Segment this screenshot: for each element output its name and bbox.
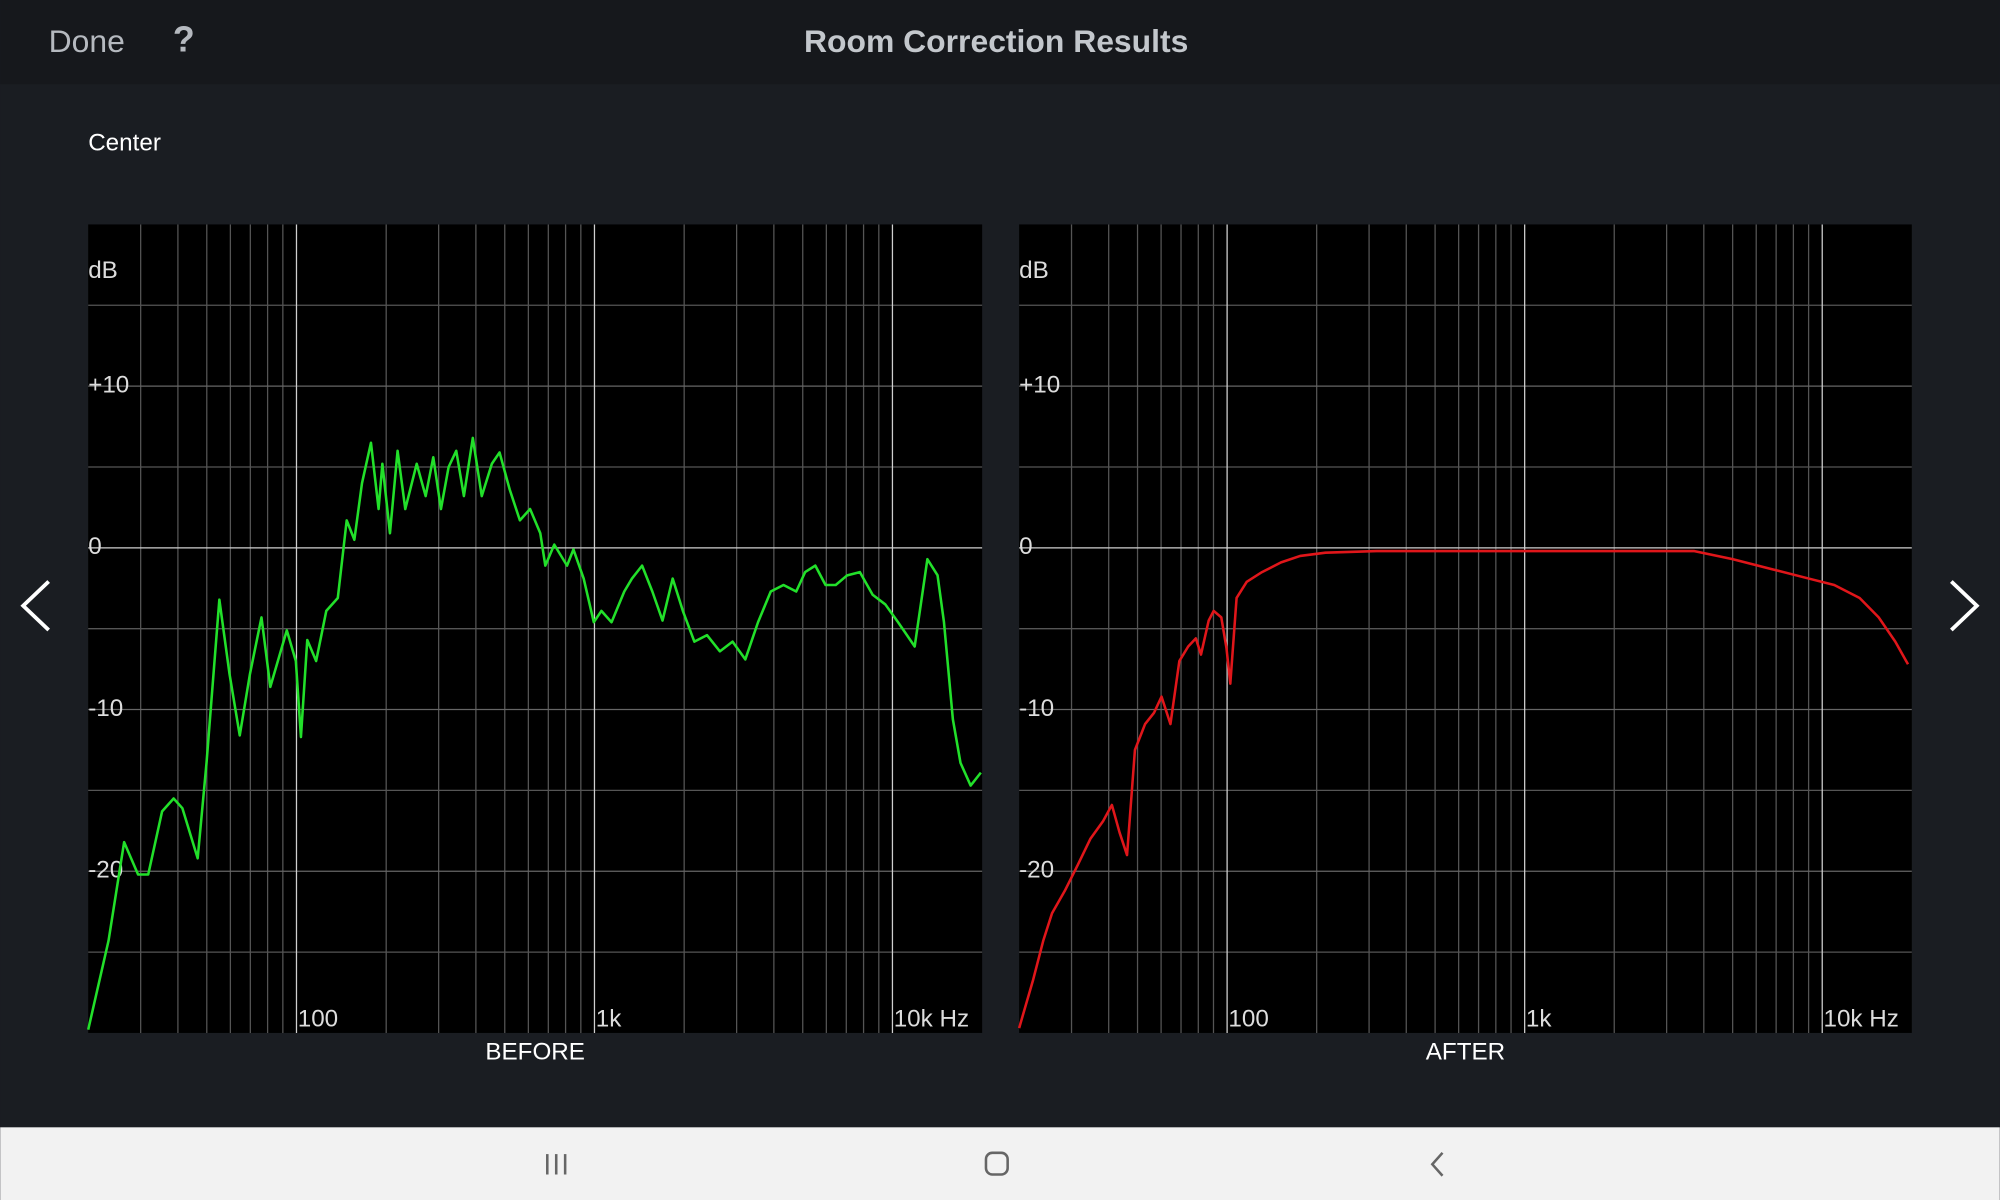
previous-arrow[interactable]: [20, 580, 50, 632]
back-button[interactable]: [1430, 1151, 1444, 1177]
help-button[interactable]: ?: [173, 20, 195, 60]
x-tick-label: 1k: [1526, 1006, 1552, 1033]
chart-caption: AFTER: [1426, 1039, 1505, 1066]
chart-caption: BEFORE: [485, 1039, 585, 1066]
x-tick-label: 100: [1228, 1006, 1268, 1033]
y-tick-label: -20: [1019, 857, 1054, 884]
x-tick-label: 10k Hz: [894, 1006, 969, 1033]
nav-bar: [0, 1127, 2000, 1200]
channel-label: Center: [88, 129, 161, 156]
y-axis-label: dB: [1019, 257, 1049, 284]
y-tick-label: +10: [1019, 372, 1060, 399]
y-tick-label: +10: [88, 372, 129, 399]
done-button[interactable]: Done: [49, 23, 125, 59]
top-bar: [0, 0, 2000, 85]
x-tick-label: 100: [298, 1006, 338, 1033]
y-tick-label: 0: [1019, 533, 1032, 560]
x-tick-label: 10k Hz: [1823, 1006, 1898, 1033]
y-axis-label: dB: [88, 257, 118, 284]
y-tick-label: -10: [1019, 695, 1054, 722]
y-tick-label: 0: [88, 533, 101, 560]
next-arrow[interactable]: [1950, 580, 1980, 632]
x-tick-label: 1k: [596, 1006, 622, 1033]
y-tick-label: -10: [88, 695, 123, 722]
response-line: [1017, 549, 1910, 1029]
response-line: [86, 436, 982, 1030]
screen-title: Room Correction Results: [804, 23, 1188, 59]
home-button[interactable]: [984, 1151, 1009, 1176]
recent-apps-button[interactable]: [546, 1154, 567, 1175]
